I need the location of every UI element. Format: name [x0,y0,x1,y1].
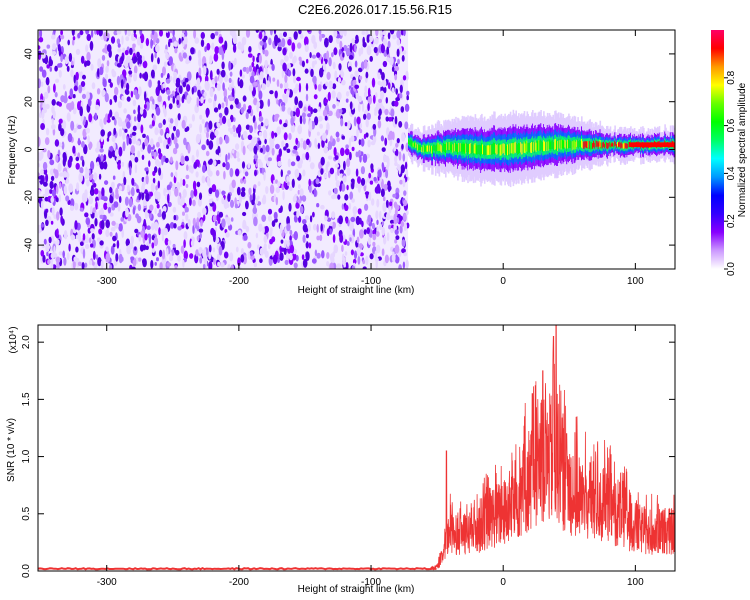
spectrogram-x-tick: 0 [500,30,506,287]
snr-series-line [430,325,675,571]
snr-frame [37,324,676,572]
svg-text:0.0: 0.0 [726,262,737,276]
colorbar-tick: 0.8 [724,70,737,85]
snr-panel: -300 -200 -100 0 100 0.0 0.5 1.0 1.5 2.0 Height … [6,324,676,595]
svg-text:100: 100 [627,276,644,287]
colorbar-tick: 0.0 [724,262,737,276]
svg-text:0.2: 0.2 [726,214,737,228]
svg-text:40: 40 [24,48,35,60]
svg-text:-100: -100 [361,577,381,588]
snr-y-tick: 2.0 [21,335,675,349]
svg-text:-200: -200 [229,276,249,287]
colorbar-tick: 0.4 [724,166,737,180]
svg-text:0: 0 [500,276,506,287]
snr-x-tick: 100 [627,325,644,588]
colorbar-tick: 0.2 [724,214,737,228]
svg-text:0.5: 0.5 [21,506,32,520]
svg-text:0.6: 0.6 [726,118,737,132]
snr-xlabel: Height of straight line (km) [298,584,415,595]
signal-ridge [628,142,675,148]
spectrogram-y-tick: 20 [24,96,675,108]
svg-text:1.0: 1.0 [21,449,32,463]
spectrogram-x-tick: 100 [627,30,644,287]
svg-text:0.8: 0.8 [726,70,737,84]
svg-text:2.0: 2.0 [21,335,32,349]
spectrogram-y-tick: -40 [24,237,675,252]
spectrogram-y-tick: 0 [24,146,675,152]
svg-text:20: 20 [24,96,35,108]
snr-y-tick: 0.0 [21,564,675,578]
snr-x-tick: -100 [361,325,381,588]
spectrogram-x-tick: -300 [97,30,117,287]
svg-text:0: 0 [500,577,506,588]
colorbar-ticks: 0.0 0.2 0.4 0.6 0.8 [724,70,737,276]
spectrogram-y-ticks: -40 -20 0 20 40 [24,48,675,252]
svg-text:-20: -20 [24,190,35,205]
svg-text:-100: -100 [361,276,381,287]
spectrogram-noise-region [38,30,410,269]
svg-text:-300: -300 [97,276,117,287]
colorbar-label: Normalized spectral amplitude [737,82,748,217]
snr-x-ticks: -300 -200 -100 0 100 [97,325,644,588]
snr-y-tick: 0.5 [21,506,675,521]
spectrogram-y-tick: 40 [24,48,675,60]
spectrogram-heatmap [38,30,675,269]
colorbar-tick: 0.6 [724,118,737,133]
spectrogram-x-ticks: -300 -200 -100 0 100 [97,30,644,287]
svg-text:-200: -200 [229,577,249,588]
spectrogram-ylabel: Frequency (Hz) [7,116,18,185]
snr-x-tick: -300 [97,325,117,588]
snr-ylabel: SNR (10 * v/v) [6,418,17,482]
spectrogram-x-tick: -200 [229,30,249,287]
spectrogram-xlabel: Height of straight line (km) [298,285,415,296]
snr-baseline [38,566,437,571]
snr-y-ticks: 0.0 0.5 1.0 1.5 2.0 [21,335,675,578]
snr-scale-label: (x10⁴) [8,326,19,353]
svg-text:-300: -300 [97,577,117,588]
snr-x-tick: 0 [500,325,506,588]
snr-x-tick: -200 [229,325,249,588]
spectrogram-y-tick: -20 [24,190,675,205]
spectrogram-signal-band [408,109,675,188]
colorbar: 0.0 0.2 0.4 0.6 0.8 Normalized spectral ampl… [711,30,748,276]
figure-title: C2E6.2026.017.15.56.R15 [298,2,452,17]
svg-text:0.0: 0.0 [21,564,32,578]
svg-text:0.4: 0.4 [726,166,737,180]
svg-text:100: 100 [627,577,644,588]
svg-text:-40: -40 [24,237,35,252]
svg-text:0: 0 [24,146,35,152]
snr-y-tick: 1.0 [21,449,675,464]
colorbar-gradient [711,30,724,269]
spectrogram-x-tick: -100 [361,30,381,287]
snr-y-tick: 1.5 [21,392,675,406]
svg-text:1.5: 1.5 [21,392,32,406]
